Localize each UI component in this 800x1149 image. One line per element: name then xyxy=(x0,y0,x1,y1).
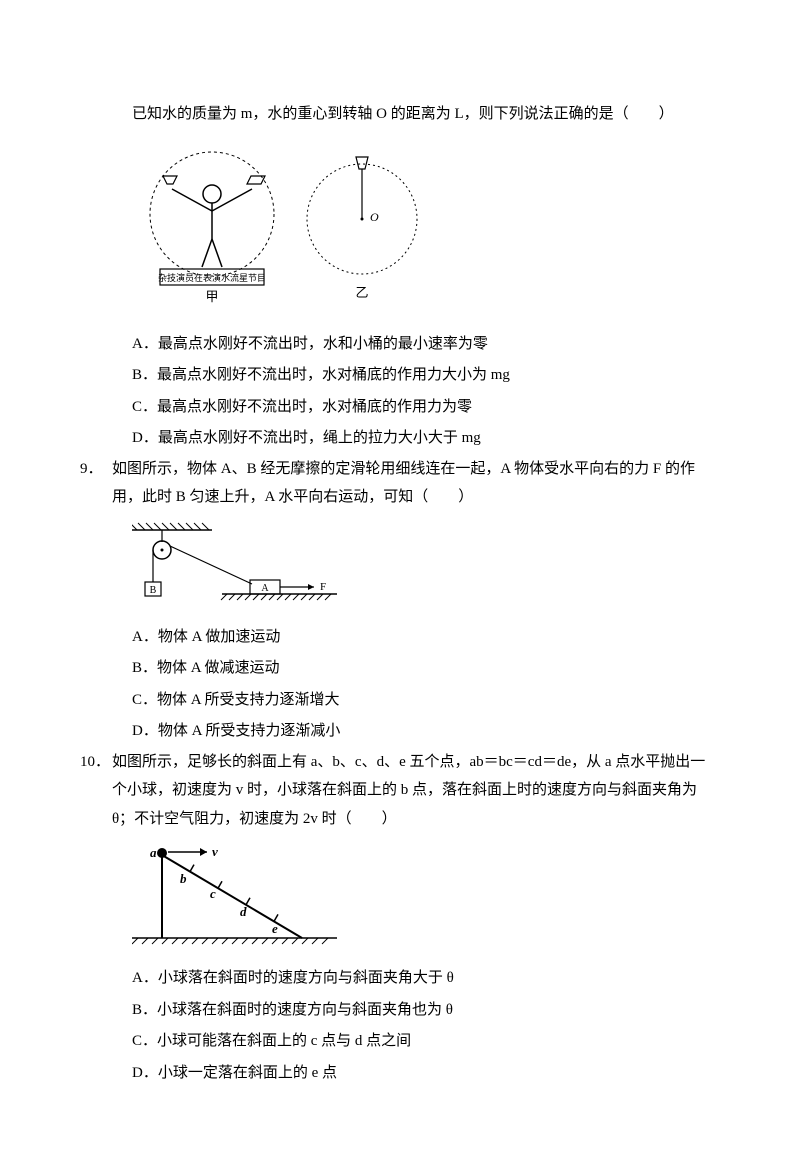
q8-optB: B．最高点水刚好不流出时，水对桶底的作用力大小为 mg xyxy=(132,360,720,392)
q9-number: 9． xyxy=(80,455,112,512)
q9: 9． 如图所示，物体 A、B 经无摩擦的定滑轮用细线连在一起，A 物体受水平向右… xyxy=(80,455,720,512)
q10-label-e: e xyxy=(272,921,278,936)
q10-label-c: c xyxy=(210,886,216,901)
q10-optB: B．小球落在斜面时的速度方向与斜面夹角也为 θ xyxy=(132,995,720,1027)
q10-text: 如图所示，足够长的斜面上有 a、b、c、d、e 五个点，ab＝bc＝cd＝de，… xyxy=(112,748,720,834)
q9-figure: B A F xyxy=(80,512,720,622)
q10-options: A．小球落在斜面时的速度方向与斜面夹角大于 θ B．小球落在斜面时的速度方向与斜… xyxy=(80,963,720,1089)
q8-label-O: O xyxy=(370,210,379,224)
q9-optD: D．物体 A 所受支持力逐渐减小 xyxy=(132,716,720,748)
q8-figure: 杂技演员在表演水流星节目 甲 O 乙 xyxy=(80,129,720,329)
q10-label-a: a xyxy=(150,845,157,860)
q10-labelv: v xyxy=(212,844,218,859)
page: 已知水的质量为 m，水的重心到转轴 O 的距离为 L，则下列说法正确的是（ ） … xyxy=(0,0,800,1149)
q9-labelA: A xyxy=(261,583,269,594)
q8-label-right: 乙 xyxy=(355,285,368,300)
q9-optA: A．物体 A 做加速运动 xyxy=(132,622,720,654)
q8-caption-left: 杂技演员在表演水流星节目 xyxy=(158,272,266,283)
q8-label-left: 甲 xyxy=(205,289,218,304)
q9-text: 如图所示，物体 A、B 经无摩擦的定滑轮用细线连在一起，A 物体受水平向右的力 … xyxy=(112,455,720,512)
q8-intro: 已知水的质量为 m，水的重心到转轴 O 的距离为 L，则下列说法正确的是（ ） xyxy=(80,100,720,129)
q10-number: 10． xyxy=(80,748,112,834)
q10: 10． 如图所示，足够长的斜面上有 a、b、c、d、e 五个点，ab＝bc＝cd… xyxy=(80,748,720,834)
q9-optC: C．物体 A 所受支持力逐渐增大 xyxy=(132,685,720,717)
q9-optB: B．物体 A 做减速运动 xyxy=(132,653,720,685)
q9-options: A．物体 A 做加速运动 B．物体 A 做减速运动 C．物体 A 所受支持力逐渐… xyxy=(80,622,720,748)
q10-label-d: d xyxy=(240,904,247,919)
q9-labelB: B xyxy=(150,585,157,596)
q8-optC: C．最高点水刚好不流出时，水对桶底的作用力为零 xyxy=(132,392,720,424)
q10-optD: D．小球一定落在斜面上的 e 点 xyxy=(132,1058,720,1090)
q10-label-b: b xyxy=(180,871,187,886)
q8-options: A．最高点水刚好不流出时，水和小桶的最小速率为零 B．最高点水刚好不流出时，水对… xyxy=(80,329,720,455)
q8-optA: A．最高点水刚好不流出时，水和小桶的最小速率为零 xyxy=(132,329,720,361)
q10-optA: A．小球落在斜面时的速度方向与斜面夹角大于 θ xyxy=(132,963,720,995)
q9-labelF: F xyxy=(320,581,326,593)
q8-optD: D．最高点水刚好不流出时，绳上的拉力大小大于 mg xyxy=(132,423,720,455)
q10-optC: C．小球可能落在斜面上的 c 点与 d 点之间 xyxy=(132,1026,720,1058)
q10-figure: v a b c d e xyxy=(80,833,720,963)
